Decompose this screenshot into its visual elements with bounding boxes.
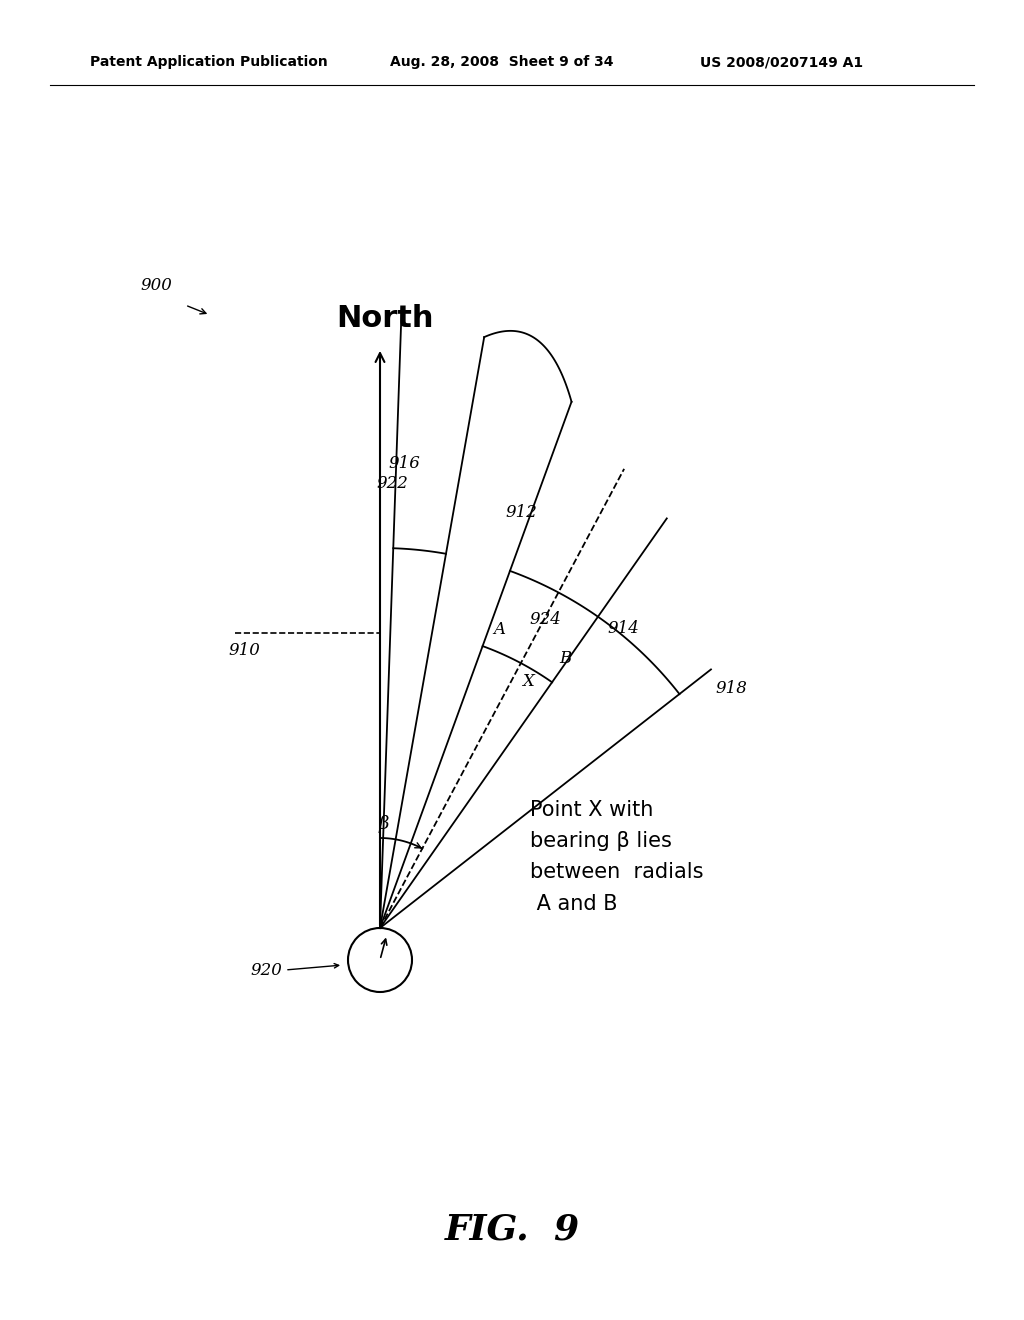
Text: Patent Application Publication: Patent Application Publication	[90, 55, 328, 69]
Text: 920: 920	[250, 962, 282, 979]
Text: FIG.  9: FIG. 9	[444, 1213, 580, 1247]
Text: A: A	[493, 620, 505, 638]
Text: β: β	[379, 816, 389, 833]
Text: 912: 912	[506, 504, 538, 521]
Text: 914: 914	[607, 619, 640, 636]
Text: 918: 918	[716, 680, 748, 697]
Text: Point X with
bearing β lies
between  radials
 A and B: Point X with bearing β lies between radi…	[530, 800, 703, 913]
Text: X: X	[522, 673, 535, 690]
Text: B: B	[559, 649, 571, 667]
Text: 900: 900	[140, 277, 172, 294]
Text: 916: 916	[388, 455, 420, 473]
Text: 910: 910	[228, 642, 260, 659]
Text: Aug. 28, 2008  Sheet 9 of 34: Aug. 28, 2008 Sheet 9 of 34	[390, 55, 613, 69]
Text: 924: 924	[529, 611, 562, 628]
Text: 922: 922	[376, 475, 408, 492]
Text: North: North	[336, 304, 434, 333]
Text: US 2008/0207149 A1: US 2008/0207149 A1	[700, 55, 863, 69]
